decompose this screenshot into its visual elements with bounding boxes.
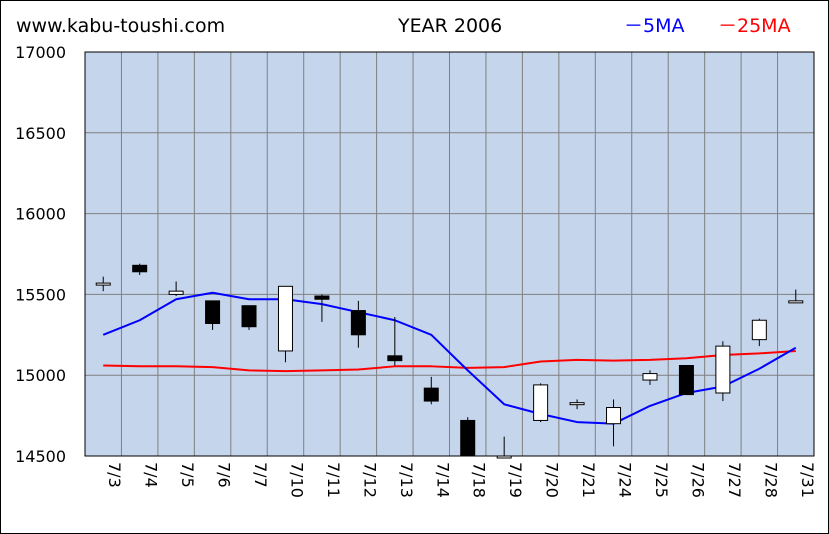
- candle-body: [460, 419, 476, 457]
- chart-title: YEAR 2006: [398, 15, 503, 37]
- x-tick-label: 7/10: [287, 462, 306, 498]
- candle: [423, 376, 439, 405]
- candle: [606, 399, 622, 447]
- y-tick-label: 16000: [15, 205, 66, 224]
- y-tick-label: 15000: [15, 366, 66, 385]
- candle: [569, 399, 585, 410]
- candle-body: [423, 387, 439, 402]
- candle-body: [533, 384, 549, 421]
- candle-body: [788, 300, 804, 304]
- y-tick-label: 16500: [15, 124, 66, 143]
- candle: [678, 365, 694, 396]
- candle: [314, 294, 330, 322]
- candle: [387, 317, 403, 366]
- x-tick-label: 7/19: [506, 462, 525, 498]
- site-name: www.kabu-toushi.com: [16, 15, 226, 37]
- candle-body: [168, 290, 184, 295]
- x-tick-label: 7/21: [579, 462, 598, 498]
- candle-body: [241, 305, 257, 328]
- candle-body: [569, 402, 585, 406]
- x-tick-label: 7/20: [543, 462, 562, 498]
- x-tick-label: 7/5: [178, 462, 197, 488]
- legend-5ma: －5MA: [624, 15, 685, 37]
- x-tick-label: 7/27: [725, 462, 744, 498]
- candle-body: [350, 310, 366, 336]
- x-tick-label: 7/11: [324, 462, 343, 498]
- candle: [132, 263, 148, 276]
- candle-body: [751, 319, 767, 341]
- x-tick-label: 7/14: [433, 462, 452, 498]
- x-tick-label: 7/13: [397, 462, 416, 498]
- x-tick-label: 7/4: [142, 462, 161, 488]
- ma25-line: [103, 349, 796, 373]
- grid-lines: [85, 52, 814, 456]
- candle: [205, 300, 221, 330]
- x-tick-label: 7/6: [215, 462, 234, 488]
- y-tick-label: 14500: [15, 447, 66, 466]
- ma5-line: [102, 291, 797, 425]
- legend-25ma: －25MA: [718, 15, 791, 37]
- candle-body: [642, 373, 658, 381]
- candle-body: [314, 295, 330, 300]
- x-tick-label: 7/26: [688, 462, 707, 498]
- x-tick-label: 7/3: [105, 462, 124, 488]
- ma5-series: [102, 291, 797, 425]
- x-tick-label: 7/18: [470, 462, 489, 498]
- candle: [95, 276, 111, 292]
- candle: [168, 281, 184, 297]
- candle: [350, 300, 366, 348]
- candle: [533, 383, 549, 423]
- x-tick-label: 7/24: [616, 462, 635, 498]
- y-axis-ticks: 14500 15000 15500 16000 16500 17000: [15, 43, 66, 466]
- y-tick-label: 15500: [15, 285, 66, 304]
- candle: [642, 370, 658, 385]
- candle-body: [205, 300, 221, 324]
- candle: [715, 341, 731, 402]
- candle-body: [132, 264, 148, 273]
- candle: [460, 417, 476, 457]
- plot-border: [84, 51, 815, 457]
- x-tick-label: 7/31: [798, 462, 817, 498]
- candle: [241, 305, 257, 330]
- x-tick-label: 7/12: [360, 462, 379, 498]
- candle-body: [606, 407, 622, 425]
- candle-body: [715, 345, 731, 394]
- candle: [751, 318, 767, 347]
- ma25-series: [103, 349, 796, 373]
- y-tick-label: 17000: [15, 43, 66, 62]
- x-tick-label: 7/25: [652, 462, 671, 498]
- x-axis-ticks: 7/3 7/4 7/5 7/6 7/7 7/10 7/11 7/12 7/13 7/14 7/18 7…: [105, 462, 817, 498]
- candle-body: [387, 355, 403, 362]
- x-tick-label: 7/28: [761, 462, 780, 498]
- candle: [277, 285, 293, 363]
- candle: [788, 289, 804, 304]
- candle-body: [95, 282, 111, 286]
- candles: [95, 263, 804, 459]
- candle-body: [678, 365, 694, 396]
- candle-body: [277, 285, 293, 352]
- x-tick-label: 7/7: [251, 462, 270, 488]
